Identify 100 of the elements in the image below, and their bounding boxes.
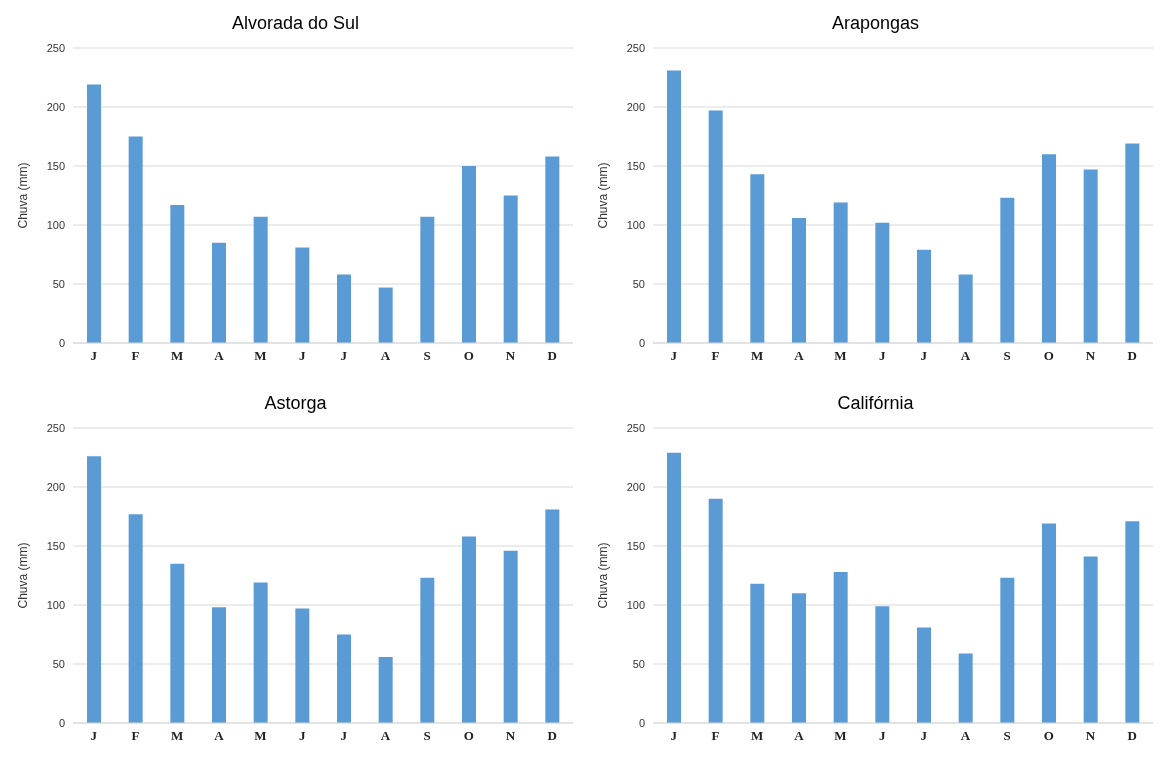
x-tick-label: S — [1003, 728, 1011, 744]
x-tick-label: F — [131, 728, 140, 744]
bar — [1000, 577, 1015, 723]
x-tick-label: D — [547, 728, 557, 744]
x-tick-label: O — [1043, 348, 1054, 364]
y-tick-label: 150 — [626, 159, 645, 172]
bar — [792, 217, 806, 343]
bar — [462, 536, 476, 723]
y-tick-label: 100 — [626, 218, 645, 231]
x-tick-label: N — [505, 728, 516, 744]
bar — [917, 249, 931, 343]
x-tick-label: F — [711, 348, 720, 364]
y-tick-label: 50 — [52, 657, 65, 670]
bar — [1125, 143, 1140, 343]
bar — [503, 550, 518, 723]
bar — [503, 195, 518, 343]
y-tick-label: 250 — [626, 41, 645, 54]
x-tick-label: J — [90, 728, 98, 744]
y-axis-title: Chuva (mm) — [596, 542, 611, 609]
chart-title: Alvorada do Sul — [230, 12, 361, 35]
bar — [462, 166, 476, 343]
x-tick-label: J — [670, 348, 678, 364]
y-tick-label: 50 — [52, 277, 65, 290]
bar — [212, 607, 226, 723]
x-tick-label: J — [340, 348, 348, 364]
bar — [1083, 556, 1098, 723]
y-tick-label: 200 — [46, 480, 65, 493]
x-tick-label: N — [1085, 348, 1096, 364]
bar — [1042, 523, 1056, 723]
x-tick-label: A — [794, 728, 805, 744]
y-tick-label: 250 — [46, 421, 65, 434]
y-axis-title: Chuva (mm) — [16, 542, 31, 609]
x-tick-label: J — [920, 728, 928, 744]
x-tick-label: D — [1127, 728, 1137, 744]
bar — [958, 653, 973, 723]
y-tick-label: 100 — [46, 218, 65, 231]
y-tick-label: 100 — [46, 598, 65, 611]
bar — [917, 627, 931, 723]
bar — [253, 216, 268, 343]
x-tick-label: F — [711, 728, 720, 744]
x-tick-label: N — [505, 348, 516, 364]
y-tick-label: 200 — [46, 100, 65, 113]
x-tick-label: M — [834, 348, 847, 364]
bar — [128, 136, 143, 343]
bar — [170, 204, 185, 343]
bar — [708, 110, 723, 343]
x-tick-label: M — [751, 348, 764, 364]
bar — [295, 608, 310, 723]
x-tick-label: M — [751, 728, 764, 744]
y-tick-label: 150 — [46, 539, 65, 552]
y-tick-label: 250 — [46, 41, 65, 54]
bar — [545, 156, 560, 343]
bar — [1083, 169, 1098, 343]
bar — [750, 174, 765, 343]
x-tick-label: O — [1043, 728, 1054, 744]
bar — [545, 509, 560, 723]
bar — [420, 216, 435, 343]
bar — [750, 583, 765, 723]
bar — [170, 563, 185, 723]
bar — [1000, 197, 1015, 343]
x-tick-label: N — [1085, 728, 1096, 744]
bar — [667, 452, 681, 723]
bar — [87, 456, 101, 723]
x-tick-label: J — [878, 728, 886, 744]
bar — [337, 634, 351, 723]
y-tick-label: 0 — [638, 716, 645, 729]
x-tick-label: J — [298, 728, 306, 744]
bar — [253, 582, 268, 723]
x-tick-label: A — [214, 728, 225, 744]
x-tick-label: D — [1127, 348, 1137, 364]
x-tick-label: S — [1003, 348, 1011, 364]
y-tick-label: 150 — [46, 159, 65, 172]
bar — [792, 593, 806, 723]
bar — [833, 202, 848, 343]
x-tick-label: M — [254, 728, 267, 744]
y-axis-title: Chuva (mm) — [16, 162, 31, 229]
y-tick-label: 250 — [626, 421, 645, 434]
bar — [128, 514, 143, 723]
bar — [1042, 154, 1056, 343]
y-tick-label: 0 — [638, 336, 645, 349]
x-tick-label: A — [960, 348, 971, 364]
x-tick-label: F — [131, 348, 140, 364]
bar — [337, 274, 351, 343]
x-tick-label: A — [380, 728, 391, 744]
y-tick-label: 50 — [632, 277, 645, 290]
bar — [875, 606, 890, 723]
chart-title: Arapongas — [830, 12, 921, 35]
x-tick-label: M — [171, 348, 184, 364]
y-tick-label: 0 — [58, 716, 65, 729]
x-tick-label: A — [380, 348, 391, 364]
y-tick-label: 150 — [626, 539, 645, 552]
x-tick-label: A — [960, 728, 971, 744]
x-tick-label: M — [171, 728, 184, 744]
bar — [708, 498, 723, 723]
x-tick-label: A — [794, 348, 805, 364]
x-tick-label: S — [423, 728, 431, 744]
bar — [667, 70, 681, 343]
y-tick-label: 200 — [626, 100, 645, 113]
x-tick-label: O — [463, 728, 474, 744]
x-tick-label: J — [670, 728, 678, 744]
